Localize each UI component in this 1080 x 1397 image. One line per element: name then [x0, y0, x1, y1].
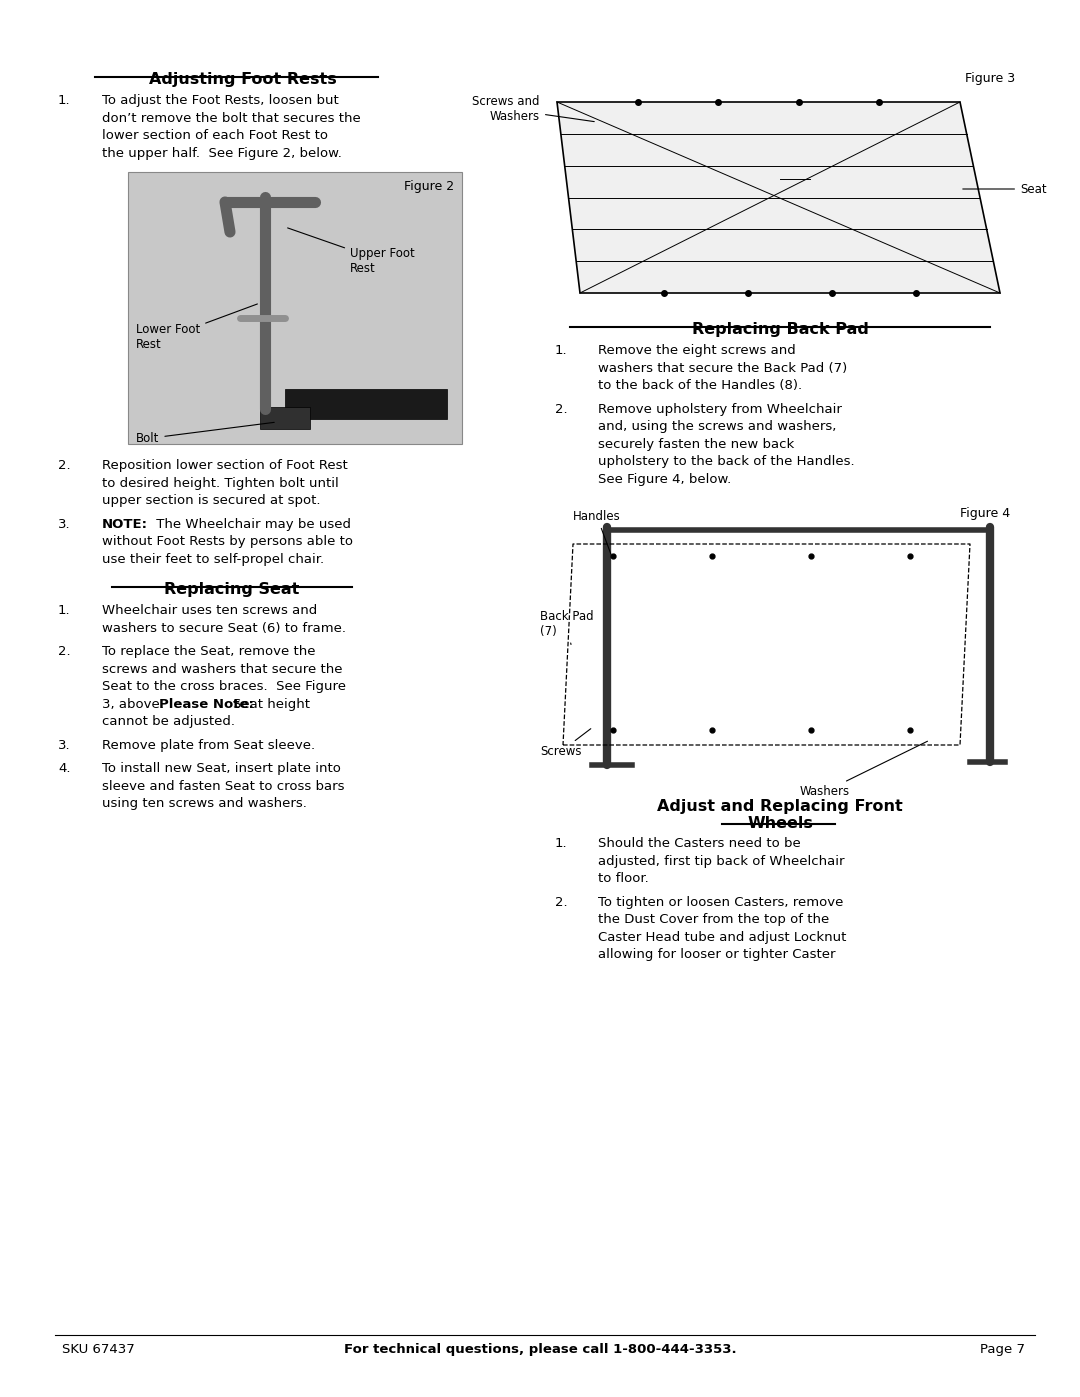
- Text: adjusted, first tip back of Wheelchair: adjusted, first tip back of Wheelchair: [598, 855, 845, 868]
- Text: 3.: 3.: [58, 517, 70, 531]
- Text: Replacing Seat: Replacing Seat: [164, 583, 299, 597]
- Text: 3, above.: 3, above.: [102, 697, 168, 711]
- Text: Figure 3: Figure 3: [964, 73, 1015, 85]
- Text: 1.: 1.: [58, 604, 70, 617]
- Text: Adjusting Foot Rests: Adjusting Foot Rests: [149, 73, 336, 87]
- Text: Replacing Back Pad: Replacing Back Pad: [691, 321, 868, 337]
- Text: 2.: 2.: [58, 460, 70, 472]
- Text: to floor.: to floor.: [598, 872, 649, 886]
- Text: Reposition lower section of Foot Rest: Reposition lower section of Foot Rest: [102, 460, 348, 472]
- Text: washers that secure the Back Pad (7): washers that secure the Back Pad (7): [598, 362, 847, 374]
- Text: Figure 4: Figure 4: [960, 507, 1010, 520]
- Text: 2.: 2.: [555, 402, 568, 415]
- Text: 4.: 4.: [58, 761, 70, 775]
- Text: Screws and
Washers: Screws and Washers: [473, 95, 594, 123]
- Bar: [129, 172, 462, 444]
- Bar: [260, 407, 310, 429]
- Text: Should the Casters need to be: Should the Casters need to be: [598, 837, 800, 849]
- Text: See Figure 4, below.: See Figure 4, below.: [598, 472, 731, 486]
- Text: securely fasten the new back: securely fasten the new back: [598, 437, 794, 450]
- Text: the Dust Cover from the top of the: the Dust Cover from the top of the: [598, 914, 829, 926]
- Text: cannot be adjusted.: cannot be adjusted.: [102, 715, 235, 728]
- Text: SKU 67437: SKU 67437: [62, 1343, 135, 1356]
- Text: To install new Seat, insert plate into: To install new Seat, insert plate into: [102, 761, 341, 775]
- Text: the upper half.  See Figure 2, below.: the upper half. See Figure 2, below.: [102, 147, 342, 159]
- Text: and, using the screws and washers,: and, using the screws and washers,: [598, 420, 836, 433]
- Text: Handles: Handles: [573, 510, 621, 555]
- Text: Back Pad
(7): Back Pad (7): [540, 609, 594, 644]
- Text: Remove upholstery from Wheelchair: Remove upholstery from Wheelchair: [598, 402, 842, 415]
- Text: upper section is secured at spot.: upper section is secured at spot.: [102, 495, 321, 507]
- Text: Lower Foot
Rest: Lower Foot Rest: [136, 305, 257, 351]
- Text: without Foot Rests by persons able to: without Foot Rests by persons able to: [102, 535, 353, 548]
- Text: to desired height. Tighten bolt until: to desired height. Tighten bolt until: [102, 476, 339, 489]
- Text: Screws: Screws: [540, 729, 591, 759]
- Text: NOTE:: NOTE:: [102, 517, 148, 531]
- Text: lower section of each Foot Rest to: lower section of each Foot Rest to: [102, 129, 328, 142]
- Polygon shape: [557, 102, 1000, 293]
- Text: screws and washers that secure the: screws and washers that secure the: [102, 662, 342, 676]
- Text: 2.: 2.: [555, 895, 568, 908]
- Text: washers to secure Seat (6) to frame.: washers to secure Seat (6) to frame.: [102, 622, 346, 634]
- Text: using ten screws and washers.: using ten screws and washers.: [102, 798, 307, 810]
- Text: Wheelchair uses ten screws and: Wheelchair uses ten screws and: [102, 604, 318, 617]
- Text: To replace the Seat, remove the: To replace the Seat, remove the: [102, 645, 315, 658]
- Text: Upper Foot
Rest: Upper Foot Rest: [287, 228, 415, 275]
- Text: Bolt: Bolt: [136, 422, 274, 446]
- Text: 1.: 1.: [555, 344, 568, 358]
- Text: upholstery to the back of the Handles.: upholstery to the back of the Handles.: [598, 455, 854, 468]
- Text: 1.: 1.: [58, 94, 70, 108]
- Text: Page 7: Page 7: [980, 1343, 1025, 1356]
- Text: Figure 2: Figure 2: [404, 180, 454, 193]
- Text: Washers: Washers: [800, 742, 928, 798]
- Text: Please Note:: Please Note:: [159, 697, 254, 711]
- Text: don’t remove the bolt that secures the: don’t remove the bolt that secures the: [102, 112, 361, 124]
- Text: Remove plate from Seat sleeve.: Remove plate from Seat sleeve.: [102, 739, 315, 752]
- Text: sleeve and fasten Seat to cross bars: sleeve and fasten Seat to cross bars: [102, 780, 345, 792]
- Text: To adjust the Foot Rests, loosen but: To adjust the Foot Rests, loosen but: [102, 94, 339, 108]
- Text: Seat height: Seat height: [233, 697, 310, 711]
- Bar: [285, 388, 447, 419]
- Text: use their feet to self-propel chair.: use their feet to self-propel chair.: [102, 552, 324, 566]
- Text: 2.: 2.: [58, 645, 70, 658]
- Text: allowing for looser or tighter Caster: allowing for looser or tighter Caster: [598, 949, 836, 961]
- Text: To tighten or loosen Casters, remove: To tighten or loosen Casters, remove: [598, 895, 843, 908]
- Text: Adjust and Replacing Front
Wheels: Adjust and Replacing Front Wheels: [657, 799, 903, 831]
- Text: Caster Head tube and adjust Locknut: Caster Head tube and adjust Locknut: [598, 930, 847, 943]
- Text: For technical questions, please call 1-800-444-3353.: For technical questions, please call 1-8…: [343, 1343, 737, 1356]
- Text: Seat to the cross braces.  See Figure: Seat to the cross braces. See Figure: [102, 680, 346, 693]
- Text: Seat: Seat: [962, 183, 1047, 196]
- Text: 3.: 3.: [58, 739, 70, 752]
- Text: The Wheelchair may be used: The Wheelchair may be used: [152, 517, 351, 531]
- Text: Remove the eight screws and: Remove the eight screws and: [598, 344, 796, 358]
- Text: to the back of the Handles (8).: to the back of the Handles (8).: [598, 379, 802, 393]
- Text: 1.: 1.: [555, 837, 568, 849]
